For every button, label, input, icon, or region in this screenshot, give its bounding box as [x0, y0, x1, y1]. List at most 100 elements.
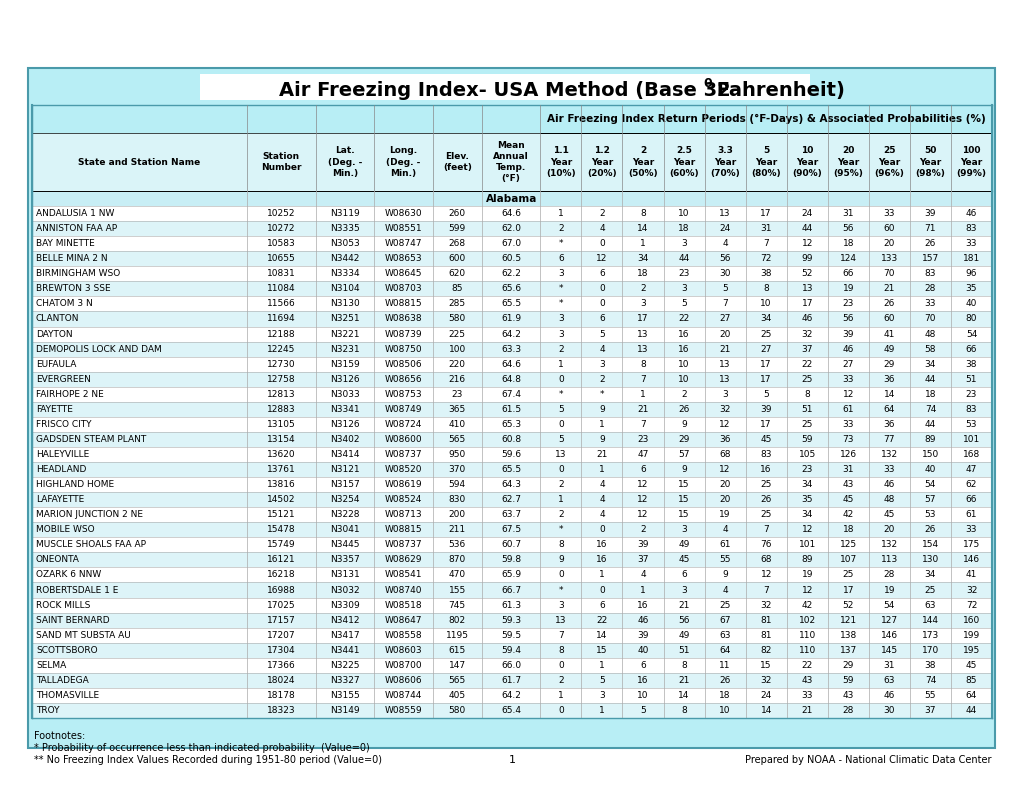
Text: SAINT BERNARD: SAINT BERNARD [36, 615, 109, 625]
Text: 1: 1 [598, 661, 604, 670]
Text: N3228: N3228 [330, 510, 360, 519]
Text: 40: 40 [637, 645, 648, 655]
Text: 10655: 10655 [267, 255, 296, 263]
Text: W08647: W08647 [384, 615, 422, 625]
Text: 21: 21 [637, 405, 648, 414]
Bar [32, 673, 991, 688]
Text: 132: 132 [880, 541, 897, 549]
Text: 110: 110 [798, 645, 815, 655]
Text: 53: 53 [924, 510, 935, 519]
Text: 59.6: 59.6 [500, 450, 521, 459]
Text: 45: 45 [842, 495, 853, 504]
Text: 6: 6 [640, 465, 645, 474]
Text: 49: 49 [882, 344, 894, 354]
Text: 13: 13 [801, 284, 812, 293]
Text: Long.
(Deg. -
Min.): Long. (Deg. - Min.) [386, 147, 420, 177]
Text: 74: 74 [924, 676, 935, 685]
Text: W08619: W08619 [384, 480, 422, 489]
Text: 36: 36 [882, 420, 895, 429]
Text: *: * [599, 390, 603, 399]
Bar [32, 105, 540, 133]
Text: 16: 16 [760, 465, 771, 474]
Text: 5: 5 [721, 284, 728, 293]
Text: 64.2: 64.2 [500, 329, 521, 339]
Text: 33: 33 [965, 240, 976, 248]
Text: 63.3: 63.3 [500, 344, 521, 354]
Bar [32, 221, 991, 236]
Text: 23: 23 [451, 390, 463, 399]
Text: 18: 18 [842, 526, 853, 534]
Text: 27: 27 [842, 359, 853, 369]
Text: *: * [558, 585, 562, 594]
Text: 0: 0 [557, 420, 564, 429]
Text: 66.0: 66.0 [500, 661, 521, 670]
Text: 33: 33 [924, 299, 935, 308]
Text: Air Freezing Index Return Periods (°F-Days) & Associated Probabilities (%): Air Freezing Index Return Periods (°F-Da… [546, 114, 984, 124]
Text: 2: 2 [598, 209, 604, 218]
Text: 195: 195 [962, 645, 979, 655]
Text: 101: 101 [962, 435, 979, 444]
Text: W08739: W08739 [384, 329, 422, 339]
Bar [32, 266, 991, 281]
Text: DAYTON: DAYTON [36, 329, 72, 339]
Text: 10583: 10583 [267, 240, 296, 248]
Text: 2: 2 [681, 390, 686, 399]
Text: 46: 46 [842, 344, 853, 354]
Text: 11: 11 [718, 661, 731, 670]
Text: LAFAYETTE: LAFAYETTE [36, 495, 85, 504]
Text: N3251: N3251 [330, 314, 360, 324]
Text: 18178: 18178 [267, 691, 296, 700]
Text: 20: 20 [882, 526, 894, 534]
Text: 59.8: 59.8 [500, 556, 521, 564]
Text: 46: 46 [882, 480, 894, 489]
Text: 8: 8 [681, 661, 686, 670]
Text: 25
Year
(96%): 25 Year (96%) [873, 147, 904, 177]
Text: 65.5: 65.5 [500, 299, 521, 308]
Text: W08749: W08749 [384, 405, 422, 414]
Text: 9: 9 [681, 465, 686, 474]
Text: 40: 40 [924, 465, 935, 474]
Text: 580: 580 [448, 314, 466, 324]
Text: 145: 145 [880, 645, 897, 655]
Text: 5
Year
(80%): 5 Year (80%) [751, 147, 781, 177]
Text: 46: 46 [965, 209, 976, 218]
Text: 21: 21 [801, 706, 812, 715]
Text: N3417: N3417 [330, 630, 360, 640]
Text: CHATOM 3 N: CHATOM 3 N [36, 299, 93, 308]
Text: TALLADEGA: TALLADEGA [36, 676, 89, 685]
Text: 56: 56 [842, 314, 853, 324]
Text: 34: 34 [760, 314, 771, 324]
Text: 0: 0 [598, 299, 604, 308]
Text: 31: 31 [842, 209, 853, 218]
Text: ANDALUSIA 1 NW: ANDALUSIA 1 NW [36, 209, 114, 218]
Text: 66: 66 [965, 495, 976, 504]
Text: 32: 32 [760, 676, 771, 685]
Text: 410: 410 [448, 420, 466, 429]
Text: 19: 19 [882, 585, 895, 594]
Text: 16988: 16988 [267, 585, 296, 594]
Text: 39: 39 [760, 405, 771, 414]
Text: 8: 8 [557, 645, 564, 655]
Text: 216: 216 [448, 375, 466, 384]
Text: 62.0: 62.0 [500, 224, 521, 233]
Text: 64: 64 [882, 405, 894, 414]
Text: 12: 12 [801, 526, 812, 534]
Text: 77: 77 [882, 435, 895, 444]
Text: 60.5: 60.5 [500, 255, 521, 263]
Bar [32, 612, 991, 628]
Text: 3: 3 [598, 691, 604, 700]
Text: BELLE MINA 2 N: BELLE MINA 2 N [36, 255, 108, 263]
Text: 12188: 12188 [267, 329, 296, 339]
Text: 260: 260 [448, 209, 466, 218]
Text: 4: 4 [598, 344, 604, 354]
Text: N3041: N3041 [330, 526, 360, 534]
Text: 4: 4 [721, 585, 728, 594]
Text: 175: 175 [962, 541, 979, 549]
Text: W08653: W08653 [384, 255, 422, 263]
Text: 2: 2 [598, 375, 604, 384]
Text: ONEONTA: ONEONTA [36, 556, 79, 564]
Text: SCOTTSBORO: SCOTTSBORO [36, 645, 98, 655]
Text: 25: 25 [760, 480, 771, 489]
Text: 146: 146 [962, 556, 979, 564]
Text: 37: 37 [637, 556, 648, 564]
